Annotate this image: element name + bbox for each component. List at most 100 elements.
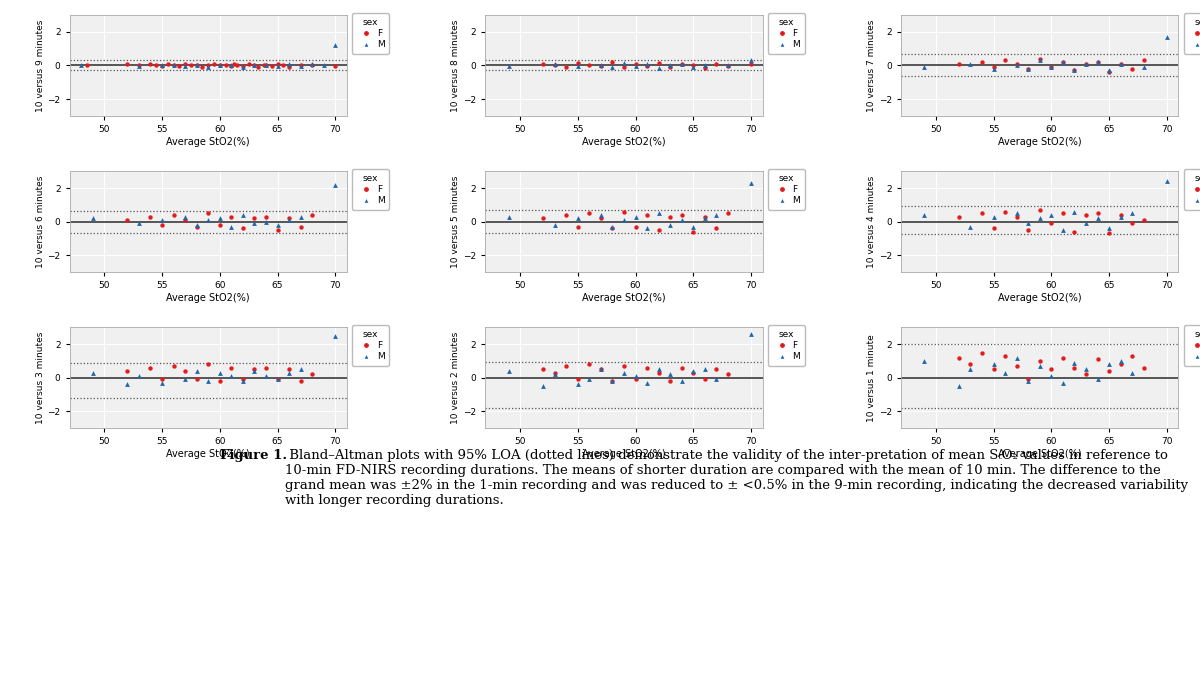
- Point: [1088, 208, 1108, 219]
- Point: [614, 206, 634, 217]
- Point: [140, 58, 160, 69]
- Point: [1007, 58, 1026, 69]
- Point: [569, 221, 588, 232]
- Point: [984, 364, 1003, 375]
- Point: [187, 59, 206, 70]
- Point: [1019, 225, 1038, 236]
- Point: [672, 214, 691, 225]
- Point: [1007, 208, 1026, 219]
- Point: [1076, 218, 1096, 229]
- Point: [118, 214, 137, 225]
- X-axis label: Average StO2(%): Average StO2(%): [998, 136, 1081, 147]
- Point: [1054, 57, 1073, 68]
- Y-axis label: 10 versus 6 minutes: 10 versus 6 minutes: [36, 175, 44, 268]
- Point: [637, 61, 656, 72]
- Point: [248, 62, 268, 73]
- Point: [719, 208, 738, 219]
- Point: [1054, 57, 1073, 68]
- Point: [1076, 210, 1096, 221]
- Point: [1042, 371, 1061, 382]
- Point: [1030, 356, 1049, 366]
- X-axis label: Average StO2(%): Average StO2(%): [998, 292, 1081, 303]
- Point: [130, 218, 149, 229]
- Point: [1030, 53, 1049, 64]
- Point: [222, 60, 241, 71]
- Point: [280, 62, 299, 73]
- Point: [1007, 360, 1026, 371]
- Point: [325, 61, 344, 72]
- Legend: F, M: F, M: [768, 169, 805, 210]
- Point: [1111, 356, 1130, 366]
- Y-axis label: 10 versus 4 minutes: 10 versus 4 minutes: [868, 175, 876, 268]
- Point: [545, 367, 564, 378]
- Point: [222, 362, 241, 373]
- Point: [118, 366, 137, 377]
- X-axis label: Average StO2(%): Average StO2(%): [167, 292, 250, 303]
- Point: [996, 367, 1015, 378]
- Point: [1007, 211, 1026, 222]
- Point: [1076, 369, 1096, 380]
- Point: [1122, 351, 1141, 362]
- X-axis label: Average StO2(%): Average StO2(%): [167, 449, 250, 459]
- Point: [1019, 63, 1038, 74]
- Point: [661, 59, 680, 70]
- Point: [961, 221, 980, 232]
- Point: [175, 61, 194, 72]
- Point: [199, 208, 218, 219]
- Point: [175, 214, 194, 225]
- Point: [130, 61, 149, 72]
- Point: [684, 59, 703, 70]
- Point: [949, 381, 968, 392]
- Point: [569, 213, 588, 224]
- Point: [1030, 360, 1049, 371]
- Point: [1064, 65, 1084, 76]
- Point: [118, 379, 137, 390]
- Point: [1042, 62, 1061, 73]
- Point: [210, 60, 229, 71]
- Point: [742, 177, 761, 188]
- Point: [557, 360, 576, 371]
- Point: [118, 58, 137, 69]
- Point: [695, 213, 714, 224]
- Point: [325, 330, 344, 341]
- Point: [592, 210, 611, 221]
- Point: [684, 221, 703, 232]
- Point: [569, 61, 588, 72]
- Point: [1064, 206, 1084, 217]
- Point: [175, 58, 194, 69]
- X-axis label: Average StO2(%): Average StO2(%): [582, 449, 666, 459]
- Point: [1099, 359, 1118, 370]
- Point: [984, 359, 1003, 370]
- Point: [199, 375, 218, 386]
- Point: [181, 60, 200, 71]
- Point: [216, 59, 235, 70]
- X-axis label: Average StO2(%): Average StO2(%): [998, 449, 1081, 459]
- Point: [204, 58, 223, 69]
- Point: [210, 219, 229, 230]
- Point: [245, 364, 264, 375]
- Point: [1019, 374, 1038, 385]
- Point: [83, 367, 102, 378]
- Point: [233, 61, 252, 72]
- Point: [1076, 364, 1096, 375]
- Point: [626, 58, 646, 69]
- Point: [187, 219, 206, 230]
- Point: [719, 60, 738, 71]
- Point: [592, 364, 611, 375]
- Point: [649, 62, 668, 73]
- Point: [961, 58, 980, 69]
- Point: [614, 367, 634, 378]
- Point: [199, 59, 218, 70]
- Point: [1157, 32, 1176, 42]
- Point: [1122, 218, 1141, 229]
- Point: [130, 59, 149, 70]
- Point: [1099, 65, 1118, 76]
- Point: [545, 219, 564, 230]
- Point: [626, 211, 646, 222]
- Point: [187, 59, 206, 70]
- Point: [672, 58, 691, 69]
- Point: [569, 58, 588, 68]
- Point: [649, 364, 668, 375]
- Point: [1054, 377, 1073, 388]
- Point: [637, 58, 656, 69]
